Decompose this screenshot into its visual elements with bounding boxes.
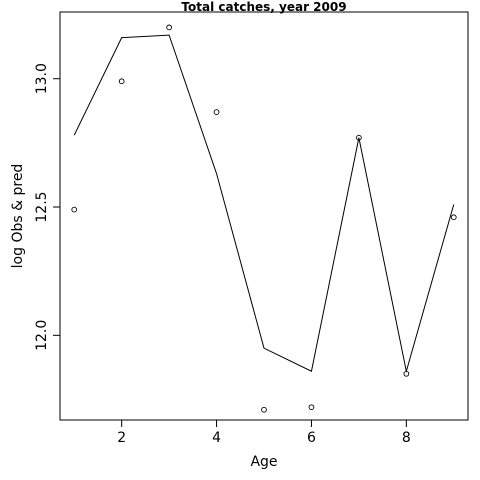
data-marks [71,24,457,413]
y-tick-label: 12.0 [34,320,50,351]
observed-point [450,214,457,221]
y-tick-label: 13.0 [34,63,50,94]
predicted-line [73,34,455,372]
observed-point [118,78,125,85]
y-axis-label: log Obs & pred [10,164,26,269]
observed-point [213,109,220,115]
observed-point [261,406,267,413]
y-tick-label: 12.5 [34,191,50,222]
x-tick-label: 8 [402,430,411,446]
axes: 2 4 6 8 12.0 12.5 13.0 [34,63,411,446]
observed-point [71,206,78,213]
chart-title: Total catches, year 2009 [181,0,346,14]
plot-frame [59,11,469,421]
x-tick-label: 2 [117,430,126,446]
observed-point [166,24,172,31]
observed-point [403,370,410,377]
observed-point [308,404,315,411]
x-tick-label: 4 [212,430,221,446]
x-axis-label: Age [250,454,277,470]
x-tick-label: 6 [307,430,316,446]
